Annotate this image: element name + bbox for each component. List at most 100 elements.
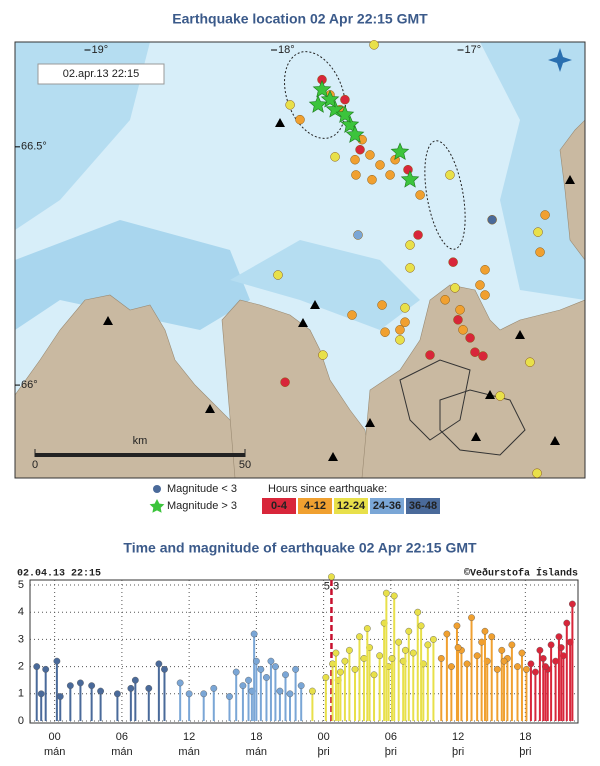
stem-head [97,687,105,695]
quake [405,240,415,250]
legend: Magnitude < 3 Magnitude > 3 Hours since … [149,483,440,514]
stem-head [414,608,422,616]
y-tick-label: 2 [18,661,24,673]
annotation-label: 5.3 [324,581,339,593]
stem-head [454,644,462,651]
scale-label: 0 [32,459,38,471]
stem-head [131,676,139,684]
quake [395,325,405,335]
annotation-point [328,573,335,581]
quake [455,305,465,315]
stem-head [547,641,555,649]
y-tick-label: 5 [18,579,24,591]
legend-swatch [298,498,332,514]
legend-swatch [262,498,296,514]
map-x-tick-label: 17° [465,44,482,56]
quake [478,351,488,361]
x-tick-day: þri [385,746,397,758]
stem-head [42,665,50,673]
stem-head [232,668,240,676]
stem-head [478,638,486,646]
stem-head [500,657,508,665]
legend-small: Magnitude < 3 [167,483,237,495]
quake [525,357,535,367]
quake [480,265,490,275]
quake [480,290,490,300]
quake [285,100,295,110]
stem-head [536,646,544,654]
map-y-tick-label: 66° [21,379,38,391]
quake [353,230,363,240]
x-tick-label: 18 [250,731,262,743]
x-tick-label: 06 [116,731,128,743]
stem-head [239,682,247,690]
map-x-tick-label: 18° [278,44,295,56]
quake [448,257,458,267]
stem-head [563,619,571,627]
x-tick-label: 00 [49,731,61,743]
stem-head [376,652,384,660]
stem-head [481,627,489,635]
plot-frame [29,579,579,724]
y-tick-label: 4 [18,606,24,618]
stem-head [402,646,409,654]
x-tick-label: 06 [385,731,397,743]
stem-head [329,660,336,668]
stem-head [322,674,330,681]
quake [440,295,450,305]
large-quake [312,79,332,98]
stem-head [245,676,252,684]
legend-label: 0-4 [271,500,288,512]
quake [540,210,550,220]
stem-head [185,690,193,698]
stem-head [155,660,163,668]
stem-head [226,693,233,700]
stem-head [263,674,270,681]
chart: 01234500mán06mán12mán18mán00þri06þri12þr… [18,573,578,758]
stem-head [388,655,396,662]
quake [453,315,463,325]
stem-head [351,665,359,673]
legend-label: 4-12 [304,500,326,512]
stem-head [341,657,349,665]
map-title: Earthquake location 02 Apr 22:15 GMT [172,11,428,27]
quake [450,283,460,293]
quake [400,317,410,327]
quake [413,230,423,240]
quake [377,300,387,310]
quake [351,170,361,180]
x-tick-label: 12 [183,731,195,743]
quake [445,170,455,180]
quake [385,170,395,180]
x-tick-day: þri [452,746,464,758]
legend-star [149,499,165,513]
quake [405,263,415,273]
legend-dot [153,485,161,493]
map-timestamp: 02.apr.13 22:15 [63,68,139,80]
legend-hours-title: Hours since earthquake: [268,483,387,495]
stem-head [53,657,61,665]
quake [369,40,379,50]
stem-head [447,663,455,670]
x-tick-label: 00 [317,731,329,743]
stem-head [430,636,437,643]
legend-swatch [406,498,440,514]
stem-head [473,652,481,660]
stem-head [539,655,547,662]
quake [470,347,480,357]
legend-label: 36-48 [409,500,437,512]
stem-head [437,655,445,662]
timestamp-box [37,63,165,85]
quake [280,377,290,387]
map-marks: 19° 18° 17° 66.5° 66° 0 50 km [15,40,550,478]
quake [395,335,405,345]
stem-head [508,641,516,649]
stem-head [127,684,135,692]
stem-head [382,589,390,597]
x-tick-day: þri [519,746,531,758]
quake [365,150,375,160]
quake [532,468,542,478]
stem-head [360,655,368,662]
scale-unit: km [133,435,148,447]
